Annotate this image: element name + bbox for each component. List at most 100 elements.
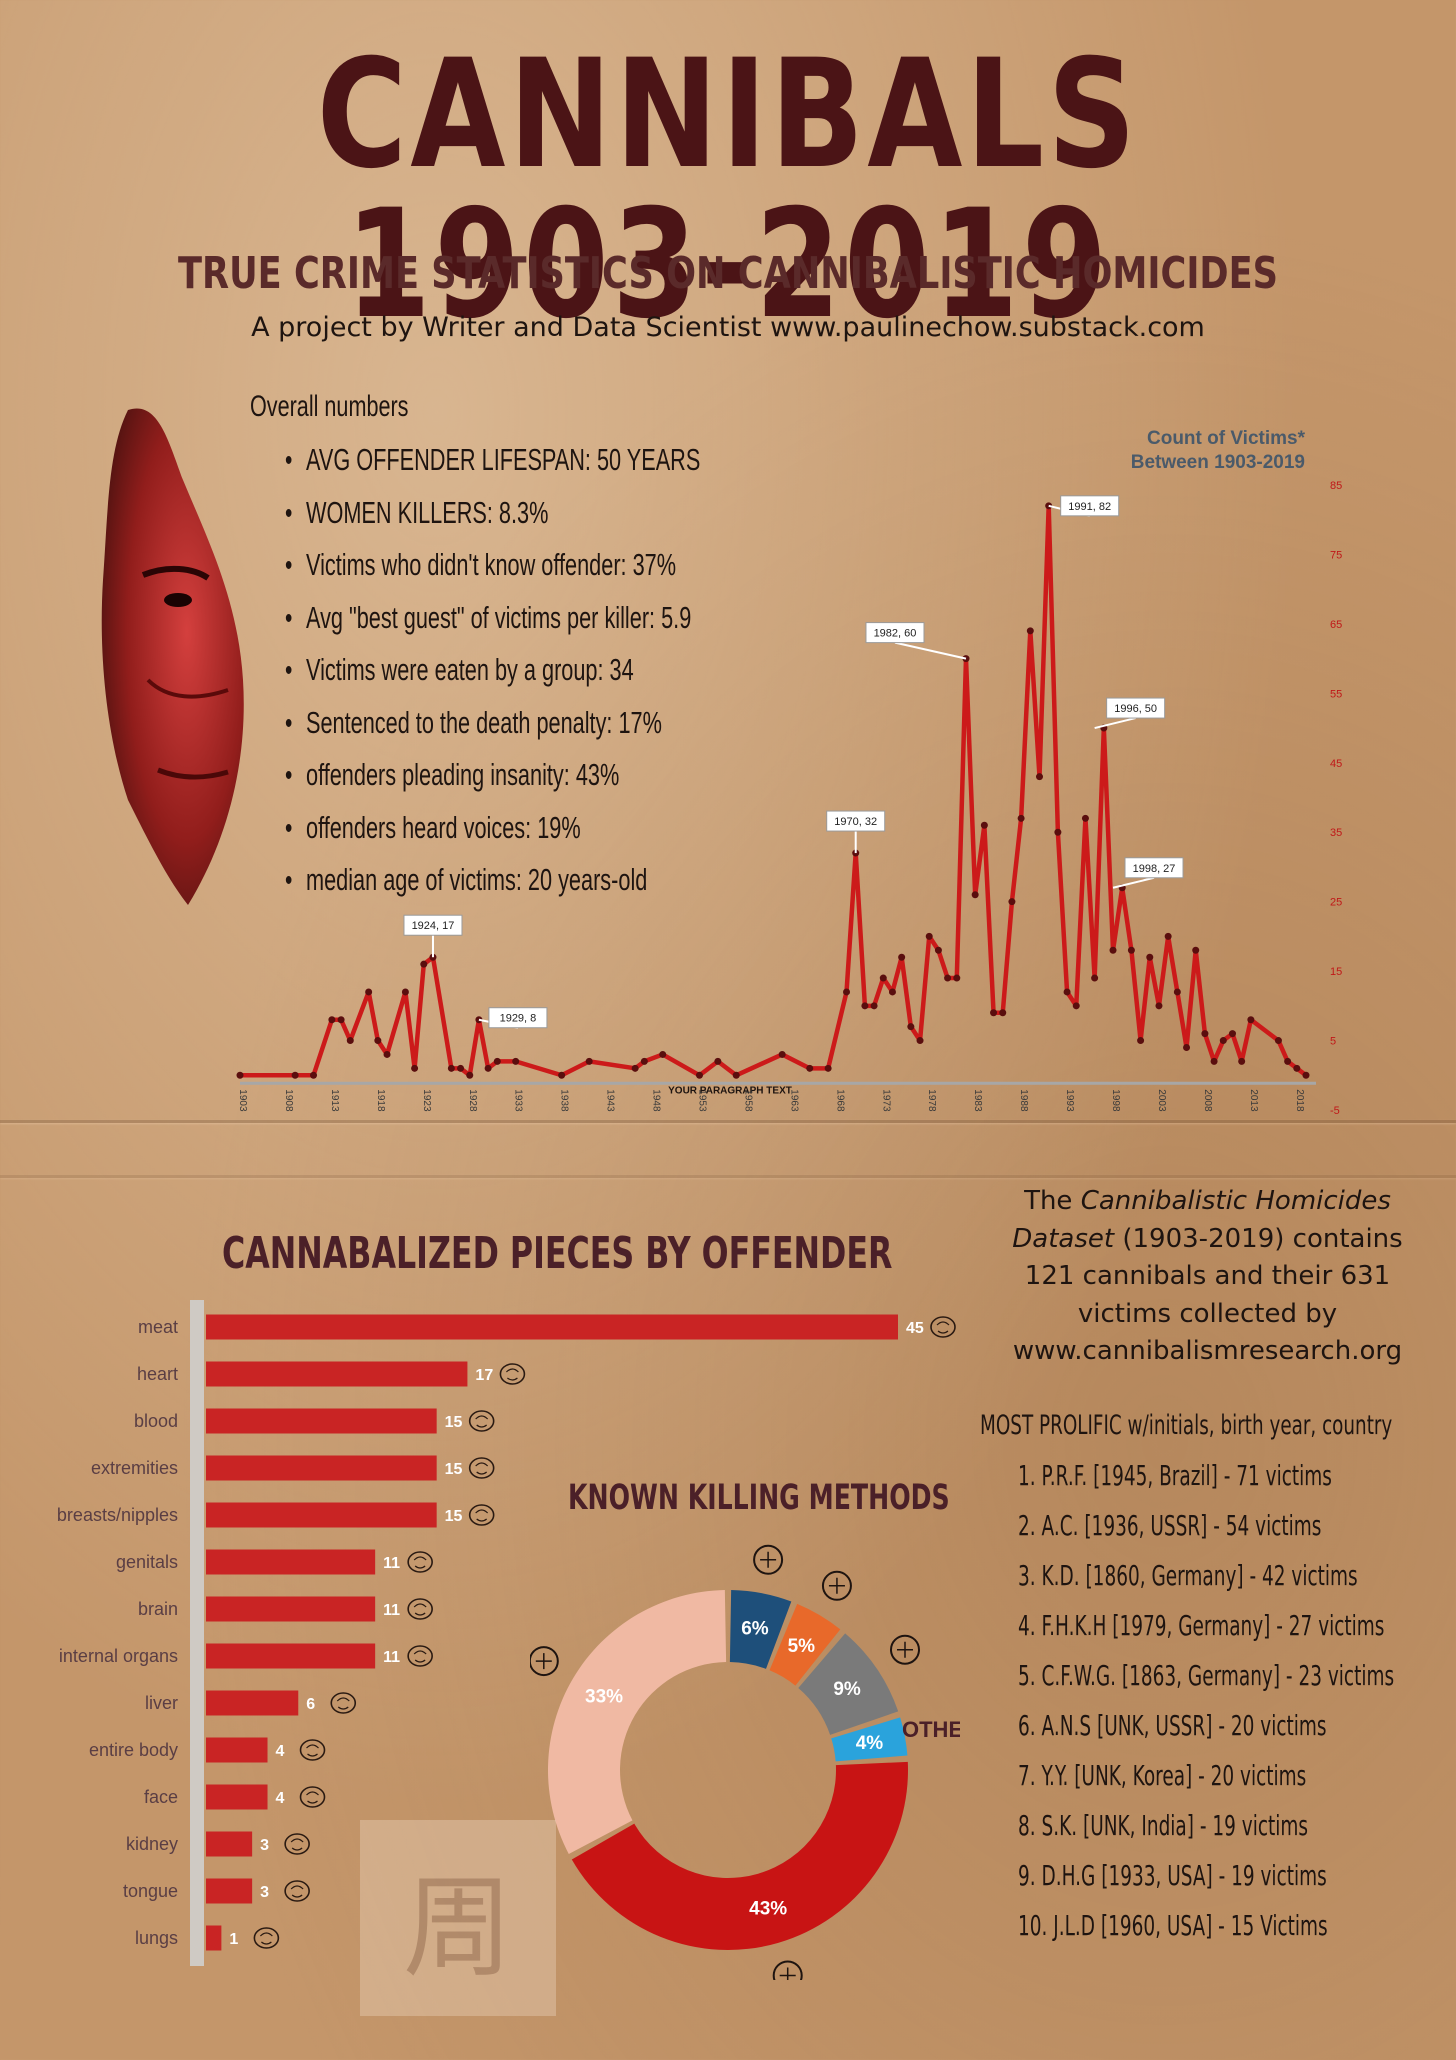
overall-stat: Victims were eaten by a group: 34: [285, 650, 700, 703]
bar-row: kidney 3: [126, 1831, 310, 1857]
y-tick-label: -5: [1330, 1105, 1340, 1117]
data-point: [447, 1064, 455, 1072]
donut-slice-label: 9%: [833, 1679, 861, 1700]
x-tick-label: 2018: [1294, 1089, 1305, 1112]
x-tick-label: 1988: [1018, 1089, 1029, 1112]
gun-icon: [889, 1634, 920, 1665]
paper-fold: [0, 1120, 1456, 1123]
data-point: [1017, 814, 1025, 822]
data-point: [631, 1064, 639, 1072]
donut-slice-label: 33%: [585, 1687, 623, 1708]
x-tick-label: 1958: [742, 1089, 753, 1112]
data-point: [999, 1009, 1007, 1017]
most-prolific-heading: MOST PROLIFIC w/initials, birth year, co…: [980, 1410, 1393, 1441]
x-tick-label: 1978: [926, 1089, 937, 1112]
prolific-item: 5. C.F.W.G. [1863, Germany] - 23 victims: [1018, 1659, 1395, 1692]
bar-row: heart 17: [137, 1361, 526, 1387]
data-point: [714, 1057, 722, 1065]
annotation-box: [865, 622, 925, 644]
data-point: [1173, 988, 1181, 996]
donut-slice: 43%: [571, 1761, 908, 1950]
brain-icon: [407, 1598, 433, 1620]
data-point: [1008, 898, 1016, 906]
donut-slice-label: 5%: [788, 1636, 816, 1657]
annotation-pointer: [1094, 717, 1136, 730]
bar: [206, 1408, 437, 1434]
bar-value-label: 3: [260, 1837, 269, 1854]
annotation-box: [826, 810, 886, 832]
overall-stat: median age of victims: 20 years-old: [285, 860, 700, 913]
data-point: [1201, 1030, 1209, 1038]
x-tick-label: 1983: [972, 1089, 983, 1112]
bar-row: breasts/nipples 15: [57, 1502, 495, 1528]
data-point: [1274, 1037, 1282, 1045]
knife-icon: [772, 1960, 803, 1980]
y-tick-label: 85: [1330, 480, 1342, 492]
finger-icon: [468, 1457, 495, 1479]
donut-slice-label: 43%: [749, 1898, 787, 1919]
data-point: [411, 1064, 419, 1072]
x-tick-label: 1968: [834, 1089, 845, 1112]
donut-slice-label: 4%: [856, 1733, 884, 1754]
data-point: [383, 1050, 391, 1058]
bar-category-label: meat: [138, 1317, 178, 1337]
bar-category-label: face: [144, 1787, 178, 1807]
data-point: [843, 988, 851, 996]
data-point: [824, 1064, 832, 1072]
bar: [206, 1549, 376, 1575]
data-point: [1183, 1044, 1191, 1051]
data-point: [346, 1037, 354, 1045]
x-tick-label: 1973: [880, 1089, 891, 1112]
subtitle: TRUE CRIME STATISTICS ON CANNIBALISTIC H…: [177, 248, 1279, 299]
data-point: [1302, 1071, 1310, 1079]
donut-chart-title: KNOWN KILLING METHODS: [568, 1478, 950, 1518]
annotation-box: [403, 914, 463, 936]
bar-category-label: internal organs: [59, 1646, 178, 1666]
data-point: [1026, 627, 1034, 635]
bar-row: genitals 11: [116, 1549, 433, 1575]
bar: [206, 1878, 253, 1904]
bar-category-label: entire body: [89, 1740, 178, 1760]
data-point: [558, 1071, 566, 1079]
prolific-item: 2. A.C. [1936, USSR] - 54 victims: [1018, 1509, 1322, 1542]
bar-value-label: 4: [276, 1743, 285, 1760]
donut-slice: 9%: [798, 1633, 899, 1735]
x-tick-label: 1933: [513, 1089, 524, 1112]
donut-slice: 6%: [729, 1590, 792, 1669]
overall-stat: Avg "best guest" of victims per killer: …: [285, 598, 700, 651]
line-chart-title: Count of Victims* Between 1903-2019: [1131, 428, 1306, 473]
lungs-icon: [253, 1927, 280, 1949]
bar-value-label: 11: [383, 1555, 400, 1572]
bar-category-label: lungs: [135, 1928, 178, 1948]
dataset-text-part: (1903-2019) contains 121 cannibals and t…: [1012, 1223, 1403, 1367]
prolific-item: 7. Y.Y. [UNK, Korea] - 20 victims: [1018, 1759, 1307, 1792]
bar-category-label: genitals: [116, 1552, 178, 1572]
overall-numbers-list: AVG OFFENDER LIFESPAN: 50 YEARS WOMEN KI…: [285, 440, 878, 913]
x-tick-label: 1903: [237, 1089, 248, 1112]
overall-stat: Sentenced to the death penalty: 17%: [285, 703, 700, 756]
genitals-icon: [407, 1551, 433, 1573]
data-point: [1155, 1002, 1163, 1010]
bar: [206, 1690, 299, 1716]
blood-drop-icon: [468, 1410, 495, 1432]
tongue-icon: [284, 1880, 310, 1902]
overall-stat: offenders pleading insanity: 43%: [285, 755, 700, 808]
x-tick-label: 1953: [696, 1089, 707, 1112]
data-point: [1293, 1064, 1301, 1072]
annotation-box: [1124, 857, 1184, 879]
data-point: [944, 974, 952, 982]
bar-row: entire body 4: [89, 1737, 326, 1763]
bar-value-label: 15: [445, 1414, 463, 1431]
data-point: [484, 1064, 492, 1072]
dataset-text-part: The: [1024, 1186, 1081, 1216]
annotation-callout: 1970, 32: [826, 810, 886, 854]
annotation-box: [1060, 495, 1120, 517]
data-point: [659, 1050, 667, 1058]
data-point: [337, 1016, 345, 1024]
bar-row: lungs 1: [135, 1925, 280, 1951]
data-point: [640, 1057, 648, 1065]
breasts-icon: [468, 1504, 495, 1526]
bar: [206, 1455, 437, 1481]
data-point: [1127, 946, 1135, 954]
data-point: [990, 1009, 998, 1017]
